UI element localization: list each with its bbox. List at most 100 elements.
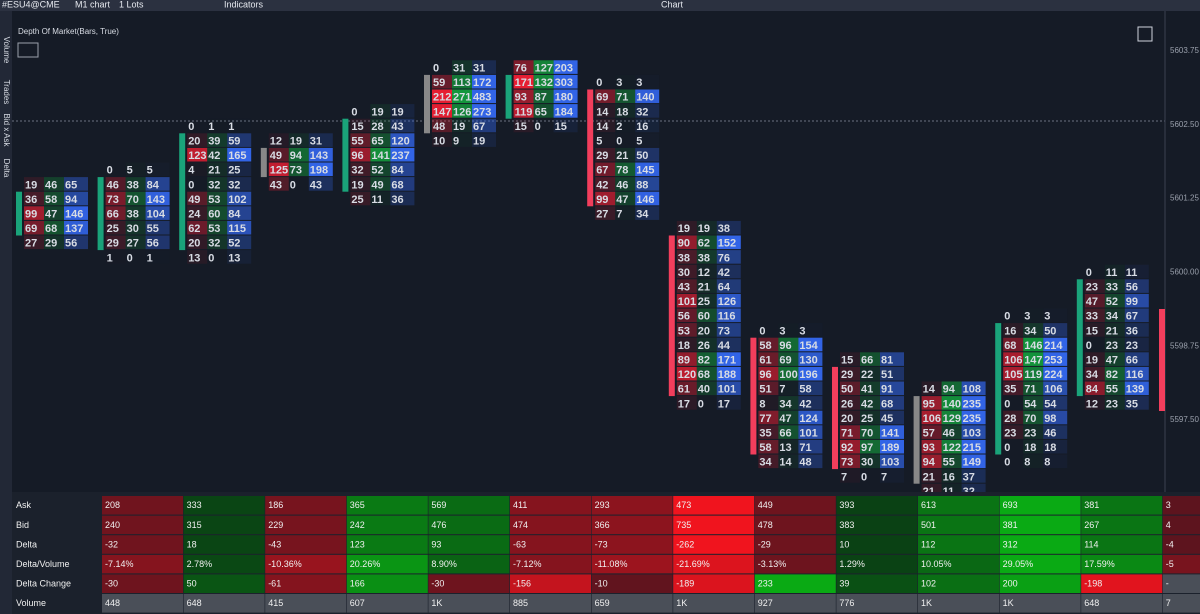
total-volume: 42 xyxy=(718,267,730,279)
bid-volume: 15 xyxy=(351,121,363,133)
table-cell xyxy=(918,574,999,593)
bid-volume: 20 xyxy=(188,136,200,148)
table-value: 776 xyxy=(839,598,854,608)
total-volume: 31 xyxy=(310,136,322,148)
ask-volume: 19 xyxy=(290,136,302,148)
symbol[interactable]: #ESU4@CME xyxy=(2,0,60,9)
ask-volume: 60 xyxy=(208,209,220,221)
bid-volume: 29 xyxy=(596,150,608,162)
total-volume: 103 xyxy=(881,457,899,469)
cell-bg xyxy=(1043,454,1068,469)
ask-volume: 46 xyxy=(616,179,628,191)
table-cell xyxy=(673,554,755,574)
row-label: Bid xyxy=(16,520,29,530)
table-cell xyxy=(754,574,836,593)
cell-bg xyxy=(676,396,697,410)
ask-volume: 0 xyxy=(208,252,214,264)
bid-volume: 19 xyxy=(678,223,690,235)
bid-volume: 99 xyxy=(25,209,37,221)
scroll-end-button[interactable] xyxy=(1137,26,1153,42)
bid-volume: 12 xyxy=(1086,398,1098,410)
bid-volume: 57 xyxy=(923,428,935,440)
table-value: 735 xyxy=(676,520,691,530)
total-volume: 68 xyxy=(881,398,893,410)
cell-bg xyxy=(880,396,904,410)
bid-volume: 53 xyxy=(678,325,690,337)
row-label: Volume xyxy=(16,598,46,608)
bid-volume: 92 xyxy=(841,442,853,454)
cell-bg xyxy=(615,162,636,177)
total-volume: 35 xyxy=(1126,398,1138,410)
lots[interactable]: 1 Lots xyxy=(119,0,144,9)
table-cell xyxy=(673,496,755,515)
table-value: 17.59% xyxy=(1084,559,1115,569)
total-volume: 273 xyxy=(473,106,491,118)
cell-bg xyxy=(880,454,904,469)
table-cell xyxy=(999,535,1081,554)
collapse-button[interactable] xyxy=(17,42,39,58)
cell-bg xyxy=(390,118,415,133)
table-cell xyxy=(1162,554,1200,574)
cell-bg xyxy=(207,206,228,220)
cell-bg xyxy=(1084,396,1105,410)
total-volume: 115 xyxy=(228,223,246,235)
table-value: 393 xyxy=(839,500,854,510)
cell-bg xyxy=(676,279,697,293)
total-volume: 253 xyxy=(1044,355,1062,367)
cell-bg xyxy=(1003,410,1024,425)
side-label[interactable]: Bid x Ask xyxy=(2,114,11,148)
cell-bg xyxy=(553,60,578,74)
total-volume: 66 xyxy=(1126,355,1138,367)
cell-bg xyxy=(921,454,942,469)
total-volume: 23 xyxy=(1126,340,1138,352)
table-value: -5 xyxy=(1166,559,1174,569)
cell-bg xyxy=(44,191,64,206)
ask-volume: 53 xyxy=(208,223,220,235)
cell-bg xyxy=(758,439,779,454)
side-label[interactable]: Volume xyxy=(2,37,11,64)
table-value: 114 xyxy=(1084,539,1098,549)
cell-bg xyxy=(432,133,452,147)
ask-volume: 30 xyxy=(861,457,873,469)
cell-bg xyxy=(921,410,942,425)
cell-bg xyxy=(676,250,697,264)
bid-volume: 58 xyxy=(759,340,771,352)
cell-bg xyxy=(635,147,660,162)
total-volume: 116 xyxy=(718,311,736,323)
total-volume: 13 xyxy=(228,252,240,264)
cell-bg xyxy=(860,352,880,366)
cell-bg xyxy=(696,308,717,323)
cell-bg xyxy=(1003,366,1024,381)
total-volume: 139 xyxy=(1126,384,1144,396)
cell-bg xyxy=(513,118,534,133)
total-volume: 32 xyxy=(636,106,648,118)
table-value: 93 xyxy=(431,539,441,549)
cell-bg xyxy=(472,104,496,118)
cell-bg xyxy=(472,118,496,133)
total-volume: 3 xyxy=(636,77,642,89)
side-label[interactable]: Delta xyxy=(2,159,11,178)
total-volume: 165 xyxy=(228,150,246,162)
total-volume: 38 xyxy=(718,223,730,235)
cell-bg xyxy=(595,177,616,191)
table-cell xyxy=(1081,496,1163,515)
cell-bg xyxy=(288,147,309,162)
cell-bg xyxy=(1084,279,1105,293)
bid-volume: 4 xyxy=(188,165,195,177)
cell-bg xyxy=(452,118,472,133)
cell-bg xyxy=(758,425,779,439)
cell-bg xyxy=(758,337,779,352)
table-value: 186 xyxy=(268,500,283,510)
side-label[interactable]: Trades xyxy=(2,80,11,105)
cell-bg xyxy=(696,381,717,396)
ask-volume: 113 xyxy=(453,77,471,89)
ask-volume: 9 xyxy=(453,136,459,148)
cell-bg xyxy=(860,410,880,425)
indicators[interactable]: Indicators xyxy=(224,0,264,9)
timeframe[interactable]: M1 chart xyxy=(75,0,111,9)
cell-bg xyxy=(1003,352,1024,366)
left-toolbar xyxy=(0,11,12,614)
table-value: -7.12% xyxy=(513,559,542,569)
table-value: 315 xyxy=(187,520,202,530)
cell-bg xyxy=(227,206,252,220)
